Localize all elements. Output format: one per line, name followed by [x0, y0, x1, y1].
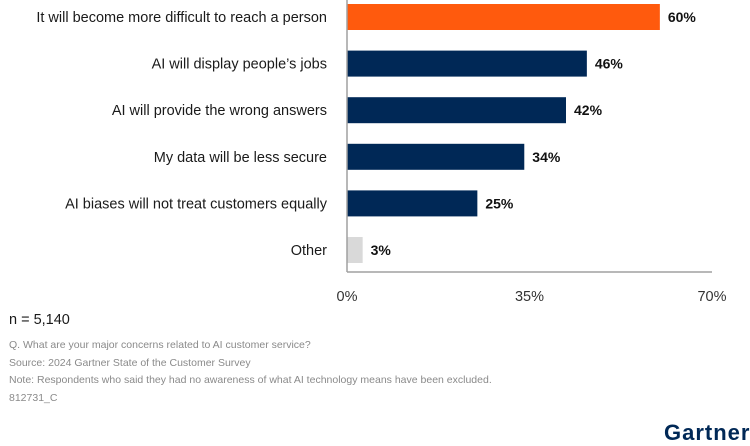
exclusion-note: Note: Respondents who said they had no a…: [9, 374, 492, 386]
x-tick-label: 0%: [337, 289, 358, 305]
bar: [347, 237, 363, 263]
bar: [347, 4, 660, 30]
gartner-logo: Gartner: [664, 420, 750, 445]
category-label: AI will provide the wrong answers: [112, 103, 327, 119]
sample-size: n = 5,140: [9, 312, 70, 328]
bar: [347, 143, 525, 170]
value-label: 42%: [574, 102, 603, 118]
bar: [347, 97, 566, 124]
value-label: 3%: [371, 242, 392, 258]
value-label: 25%: [485, 195, 514, 211]
value-label: 34%: [532, 149, 561, 165]
category-label: Other: [291, 243, 327, 259]
x-tick-label: 35%: [515, 289, 544, 305]
value-label: 46%: [595, 56, 624, 72]
category-label: AI will display people’s jobs: [152, 57, 327, 73]
category-label: It will become more difficult to reach a…: [36, 10, 327, 26]
bar: [347, 50, 587, 77]
value-label: 60%: [668, 9, 697, 25]
figure-code: 812731_C: [9, 392, 58, 404]
category-label: AI biases will not treat customers equal…: [65, 196, 328, 212]
bar: [347, 190, 478, 217]
survey-question: Q. What are your major concerns related …: [9, 339, 311, 351]
x-tick-label: 70%: [697, 289, 726, 305]
bar-chart: It will become more difficult to reach a…: [36, 0, 727, 305]
category-label: My data will be less secure: [154, 150, 327, 166]
source-note: Source: 2024 Gartner State of the Custom…: [9, 357, 251, 369]
